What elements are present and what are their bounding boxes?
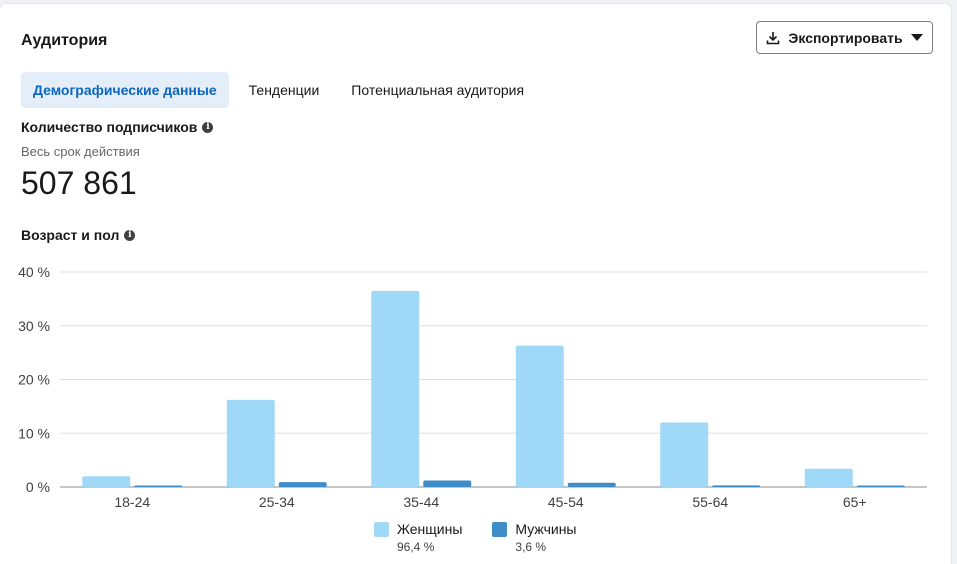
legend-label-male: Мужчины <box>515 521 577 537</box>
chart-legend: Женщины 96,4 % Мужчины 3,6 % <box>374 520 577 556</box>
x-tick-label: 65+ <box>843 494 867 509</box>
x-tick-label: 55-64 <box>692 494 728 509</box>
card-title: Аудитория <box>21 32 108 49</box>
y-tick-label: 40 % <box>18 264 50 280</box>
age-gender-chart: 0 % 10 % 20 % 30 % 40 % 18-24 25-34 35-44 45-54 5… <box>18 264 927 509</box>
bar-female <box>515 345 564 487</box>
y-tick-label: 30 % <box>18 318 50 334</box>
info-icon[interactable]: i <box>202 121 214 133</box>
caret-down-icon <box>910 33 923 42</box>
x-tick-label: 18-24 <box>114 494 150 509</box>
followers-period: Весь срок действия <box>21 144 140 159</box>
tab-potential-audience[interactable]: Потенциальная аудитория <box>351 82 525 98</box>
legend-item-male[interactable]: Мужчины 3,6 % <box>492 520 577 556</box>
tab-bar: Демографические данные Тенденции Потенци… <box>21 72 544 108</box>
bar-male <box>423 480 472 487</box>
y-tick-label: 10 % <box>18 425 50 441</box>
bar-male <box>278 482 327 487</box>
age-gender-title-label: Возраст и пол <box>21 227 120 243</box>
bar-male <box>856 485 905 487</box>
bar-male <box>712 485 761 487</box>
bar-female <box>371 290 420 487</box>
tab-demographics[interactable]: Демографические данные <box>21 72 229 108</box>
legend-swatch-male <box>492 522 508 537</box>
followers-title-label: Количество подписчиков <box>21 119 198 135</box>
legend-pct-female: 96,4 % <box>397 540 435 554</box>
followers-count: 507 861 <box>21 165 137 201</box>
x-tick-label: 25-34 <box>259 494 295 509</box>
legend-item-female[interactable]: Женщины 96,4 % <box>374 520 462 556</box>
bar-male <box>134 485 183 487</box>
bar-female <box>660 422 709 487</box>
age-gender-title: Возраст и пол i <box>21 227 136 243</box>
export-button-label: Экспортировать <box>788 29 903 46</box>
y-tick-label: 0 % <box>26 479 50 495</box>
x-tick-label: 35-44 <box>403 494 439 509</box>
tab-trends[interactable]: Тенденции <box>248 82 320 98</box>
x-tick-label: 45-54 <box>548 494 584 509</box>
legend-swatch-female <box>374 522 389 537</box>
bar-female <box>226 399 275 487</box>
bar-male <box>567 482 616 487</box>
followers-title: Количество подписчиков i <box>21 119 214 135</box>
export-button[interactable]: Экспортировать <box>756 21 933 54</box>
download-icon <box>766 31 780 45</box>
audience-card: Аудитория Экспортировать Демографические… <box>0 4 951 564</box>
info-icon[interactable]: i <box>124 229 136 241</box>
legend-pct-male: 3,6 % <box>515 540 547 554</box>
bar-female <box>804 468 853 487</box>
y-tick-label: 20 % <box>18 372 50 388</box>
legend-label-female: Женщины <box>397 521 463 537</box>
bar-female <box>82 476 131 487</box>
